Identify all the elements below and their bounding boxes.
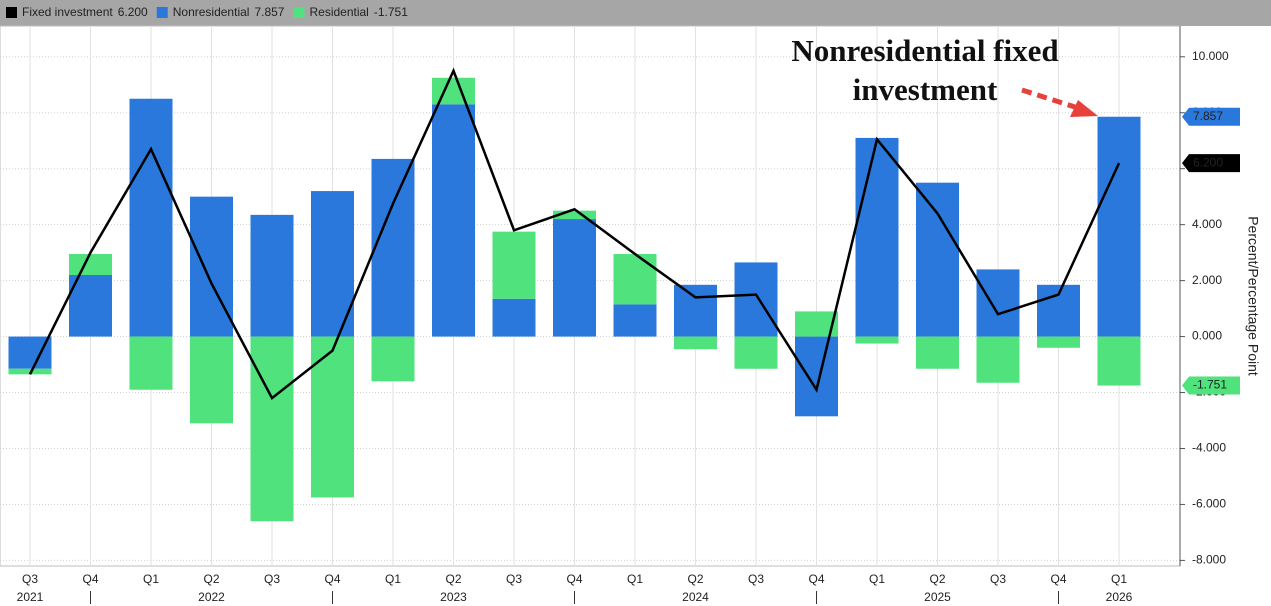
legend-name: Residential xyxy=(309,5,368,19)
annotation: investment xyxy=(853,72,998,107)
legend-swatch xyxy=(156,7,168,18)
bar xyxy=(613,304,657,337)
y-tick-label: -8.000 xyxy=(1192,553,1226,567)
x-tick-label: Q3 xyxy=(506,572,522,586)
bar xyxy=(250,336,294,522)
x-tick-label: Q1 xyxy=(627,572,643,586)
bar xyxy=(734,336,778,369)
bar xyxy=(371,336,415,382)
value-badge xyxy=(1182,154,1240,173)
x-tick-label: Q4 xyxy=(324,572,340,586)
legend-band xyxy=(0,0,1271,26)
bar xyxy=(1097,116,1141,337)
value-badge xyxy=(1182,107,1240,126)
bar xyxy=(674,336,717,350)
x-tick-label: Q4 xyxy=(808,572,824,586)
bar xyxy=(976,336,1020,383)
legend-swatch xyxy=(293,7,305,18)
value-badge-label: 7.857 xyxy=(1193,109,1223,123)
x-tick-label: Q2 xyxy=(203,572,219,586)
value-badge-label: 6.200 xyxy=(1193,155,1223,169)
annotation: Nonresidential fixed xyxy=(791,33,1058,68)
y-tick-label: 2.000 xyxy=(1192,273,1222,287)
y-axis-label: Percent/Percentage Point xyxy=(1245,216,1261,376)
bar xyxy=(69,254,112,276)
legend-entry: Residential -1.751 xyxy=(309,5,408,19)
bar xyxy=(855,137,899,337)
bar xyxy=(190,336,233,424)
bar xyxy=(916,336,959,369)
bar xyxy=(190,196,233,337)
bar xyxy=(492,231,536,299)
legend-value: 6.200 xyxy=(118,5,148,19)
x-tick-label: Q2 xyxy=(929,572,945,586)
legend-value: 7.857 xyxy=(254,5,284,19)
bar xyxy=(129,98,173,337)
bar xyxy=(613,254,657,305)
bar xyxy=(492,298,536,337)
x-year-label: 2021 xyxy=(17,590,44,604)
marks xyxy=(8,67,1141,522)
bar xyxy=(855,336,899,344)
bar xyxy=(553,219,596,337)
x-tick-label: Q3 xyxy=(990,572,1006,586)
annotation-arrow xyxy=(1021,87,1079,111)
x-tick-label: Q2 xyxy=(445,572,461,586)
x-tick-label: Q1 xyxy=(143,572,159,586)
x-year-label: 2024 xyxy=(682,590,709,604)
y-tick-label: -4.000 xyxy=(1192,441,1226,455)
x-tick-label: Q4 xyxy=(82,572,98,586)
legend-value: -1.751 xyxy=(374,5,408,19)
bar xyxy=(311,191,354,337)
y-tick-label: 10.000 xyxy=(1192,49,1229,63)
bar xyxy=(734,262,778,337)
x-year-label: 2022 xyxy=(198,590,225,604)
y-tick-label: 4.000 xyxy=(1192,217,1222,231)
bar xyxy=(69,275,112,337)
bar xyxy=(1037,336,1080,348)
legend-name: Fixed investment xyxy=(22,5,113,19)
bar xyxy=(371,158,415,337)
bar xyxy=(311,336,354,498)
bar xyxy=(1097,336,1141,386)
value-badge xyxy=(1182,376,1240,395)
bar xyxy=(795,336,838,417)
x-year-label: 2023 xyxy=(440,590,467,604)
x-tick-label: Q1 xyxy=(869,572,885,586)
y-tick-label: -6.000 xyxy=(1192,497,1226,511)
bar xyxy=(553,210,596,220)
x-year-label: 2025 xyxy=(924,590,951,604)
x-year-label: 2026 xyxy=(1106,590,1133,604)
x-tick-label: Q3 xyxy=(264,572,280,586)
legend-entry: Fixed investment 6.200 xyxy=(22,5,148,19)
x-tick-label: Q4 xyxy=(566,572,582,586)
x-tick-label: Q3 xyxy=(748,572,764,586)
y-tick-label: 0.000 xyxy=(1192,329,1222,343)
legend-swatch xyxy=(6,7,17,18)
bar xyxy=(674,284,717,337)
value-badge-label: -1.751 xyxy=(1193,378,1227,392)
bar xyxy=(129,336,173,390)
legend-entry: Nonresidential 7.857 xyxy=(173,5,285,19)
bar xyxy=(8,336,52,369)
x-tick-label: Q4 xyxy=(1050,572,1066,586)
line xyxy=(28,67,1121,401)
annotation-arrowhead xyxy=(1070,100,1098,117)
x-tick-label: Q2 xyxy=(687,572,703,586)
bar xyxy=(432,77,475,105)
x-tick-label: Q1 xyxy=(385,572,401,586)
bar xyxy=(250,214,294,337)
legend-name: Nonresidential xyxy=(173,5,250,19)
bar xyxy=(916,182,959,337)
bar xyxy=(432,104,475,337)
x-tick-label: Q3 xyxy=(22,572,38,586)
bar xyxy=(976,269,1020,337)
x-tick-label: Q1 xyxy=(1111,572,1127,586)
